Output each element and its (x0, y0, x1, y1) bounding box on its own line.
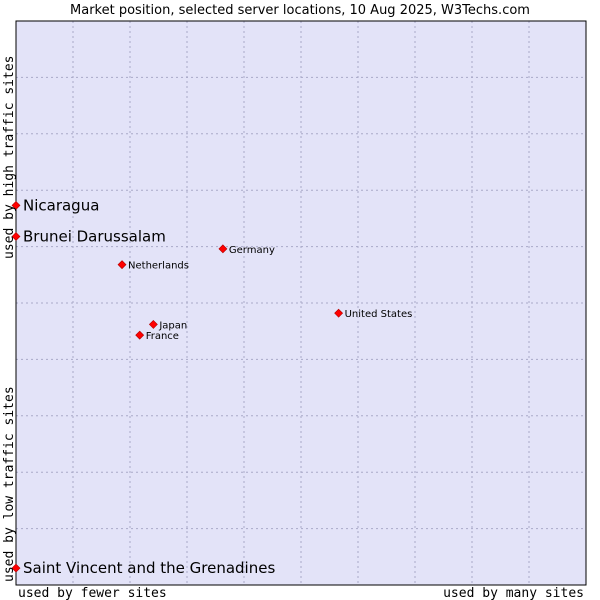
data-point-saint-vincent-and-the-grenadines: Saint Vincent and the Grenadines (11, 559, 275, 577)
chart-title: Market position, selected server locatio… (70, 3, 530, 18)
label-brunei-darussalam: Brunei Darussalam (23, 227, 166, 245)
x-axis-label-high: used by many sites (443, 586, 584, 600)
x-axis-label-low: used by fewer sites (18, 586, 167, 600)
data-point-germany: Germany (218, 244, 275, 256)
marker-nicaragua (11, 201, 21, 210)
y-axis-label-high: used by high traffic sites (2, 56, 17, 260)
marker-united-states (334, 308, 344, 318)
label-germany: Germany (229, 245, 275, 256)
marker-germany (218, 244, 228, 254)
data-point-france: France (135, 330, 179, 342)
label-saint-vincent-and-the-grenadines: Saint Vincent and the Grenadines (23, 559, 275, 577)
data-point-united-states: United States (334, 308, 413, 320)
marker-netherlands (117, 260, 127, 270)
marker-saint-vincent-and-the-grenadines (11, 563, 21, 573)
marker-brunei-darussalam (11, 232, 21, 241)
label-japan: Japan (158, 320, 187, 331)
data-point-brunei-darussalam: Brunei Darussalam (11, 227, 166, 245)
data-point-nicaragua: Nicaragua (11, 196, 99, 214)
data-point-japan: Japan (148, 320, 187, 331)
y-axis-label-low: used by low traffic sites (2, 386, 17, 582)
label-united-states: United States (345, 309, 413, 320)
label-nicaragua: Nicaragua (23, 196, 99, 214)
marker-japan (148, 320, 158, 329)
label-netherlands: Netherlands (128, 261, 189, 272)
label-france: France (146, 331, 179, 342)
marker-france (135, 330, 145, 340)
data-points: Nicaragua Brunei Darussalam Saint Vincent … (11, 196, 413, 577)
grid-lines (16, 21, 586, 585)
plot-border (15, 20, 587, 586)
data-point-netherlands: Netherlands (117, 260, 189, 272)
